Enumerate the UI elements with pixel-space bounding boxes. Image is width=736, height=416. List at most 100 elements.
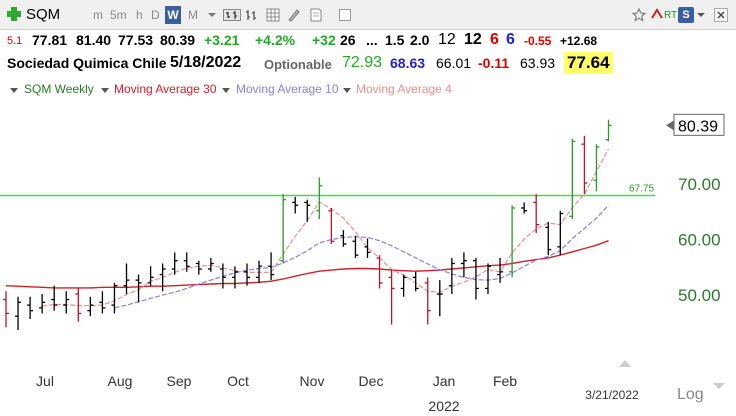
ohlc-bar (159, 263, 166, 292)
favorite-star-icon[interactable] (632, 8, 646, 22)
ohlc-bar (448, 257, 455, 294)
x-tick-label: Sep (167, 373, 192, 389)
ohlc-bar (244, 263, 250, 286)
quote-prefix: 5.1 (7, 35, 23, 47)
symbol-input[interactable]: SQM (26, 6, 61, 23)
quote-value-4: 2.0 (410, 32, 430, 48)
x-tick-label: Feb (493, 373, 517, 389)
bar-chart-icon[interactable] (245, 8, 259, 22)
ohlc-bar (256, 260, 263, 283)
x-tick-label: Jul (36, 373, 54, 389)
ma10-line (114, 204, 609, 309)
y-tick-label: 50.00 (678, 286, 721, 305)
quote-value-2: 26 (340, 32, 356, 48)
quote-value-6: 12 (464, 31, 482, 48)
s-button[interactable]: S (678, 7, 694, 23)
ma30-line (5, 240, 609, 289)
quote-value-10: +12.68 (560, 34, 598, 48)
chevron-down-icon[interactable] (101, 87, 109, 95)
log-toggle[interactable]: Log (677, 386, 704, 403)
x-tick-label: Oct (227, 373, 249, 389)
ohlc-bar (292, 196, 299, 214)
chevron-down-icon[interactable] (694, 8, 708, 22)
quote-high: 81.40 (76, 32, 112, 48)
quote-value-b: 68.63 (390, 55, 426, 71)
ohlc-bar (135, 274, 142, 303)
quote-value-f: 77.64 (564, 52, 613, 74)
chart-type-icon[interactable] (223, 8, 241, 22)
ohlc-bar (268, 252, 275, 281)
quote-value-3: 1.5 (385, 32, 405, 48)
period-week-active[interactable]: W (165, 6, 181, 24)
draw-tool-icon[interactable] (287, 8, 301, 22)
quote-change: +3.21 (204, 32, 240, 48)
quote-value-e: 63.93 (520, 55, 556, 71)
period-hour[interactable]: h (136, 8, 143, 22)
quote-date: 5/18/2022 (170, 54, 242, 71)
chevron-down-icon[interactable] (343, 87, 351, 95)
add-symbol-icon[interactable] (6, 6, 22, 22)
optionable-label: Optionable (264, 57, 332, 72)
x-tick-label: Aug (108, 373, 133, 389)
ohlc-bar (147, 266, 154, 286)
legend-ma10: Moving Average 10 (236, 82, 339, 96)
grid-icon[interactable] (266, 8, 280, 22)
chevron-down-icon[interactable] (222, 87, 230, 95)
quote-dots: ... (366, 32, 378, 48)
quote-value-1: +32 (312, 32, 336, 48)
quote-value-7: 6 (490, 31, 499, 48)
quote-value-a: 72.93 (342, 54, 383, 71)
alert-icon[interactable] (650, 8, 664, 22)
ohlc-bar (183, 252, 190, 272)
x-tick-label: Jan (433, 373, 456, 389)
checkbox-icon[interactable] (338, 8, 352, 22)
quote-value-c: 66.01 (436, 55, 472, 71)
scroll-up-icon[interactable] (619, 360, 631, 367)
company-name: Sociedad Quimica Chile (7, 55, 167, 71)
ohlc-bar (27, 296, 34, 319)
ohlc-bar (316, 177, 323, 220)
ohlc-bar (436, 280, 443, 317)
quote-value-8: 6 (506, 31, 515, 48)
quote-change-pct: +4.2% (255, 32, 296, 48)
ohlc-bar (509, 205, 516, 278)
legend-symbol: SQM Weekly (24, 82, 94, 96)
ohlc-bar (99, 291, 106, 314)
ohlc-bar (497, 257, 504, 283)
period-day[interactable]: D (151, 8, 160, 22)
ohlc-bar (593, 144, 600, 192)
x-tick-label: Nov (300, 373, 325, 389)
year-label: 2022 (428, 398, 459, 414)
ohlc-bar (3, 291, 9, 328)
ohlc-bar (485, 263, 491, 294)
ohlc-bar (171, 252, 178, 275)
ohlc-bar (111, 282, 118, 314)
ohlc-bar (195, 260, 202, 275)
ohlc-bar (605, 119, 612, 142)
quote-close: 80.39 (160, 32, 196, 48)
chevron-down-icon[interactable] (10, 87, 18, 95)
ohlc-bar (376, 255, 383, 289)
period-5-minute[interactable]: 5m (110, 8, 127, 22)
period-month[interactable]: M (188, 8, 198, 22)
last-price-label: 80.39 (678, 118, 718, 135)
ohlc-bar (581, 135, 588, 195)
close-icon[interactable] (714, 8, 728, 22)
ohlc-bar (231, 266, 238, 289)
legend-ma30: Moving Average 30 (114, 82, 217, 96)
chevron-down-icon[interactable] (205, 8, 219, 22)
toolbar: SQM m 5m h D W M RT S (0, 0, 736, 30)
ohlc-bar (545, 221, 552, 256)
rt-indicator: RT (664, 10, 678, 21)
note-icon[interactable] (309, 8, 323, 22)
last-price-pointer (666, 120, 674, 131)
scroll-down-icon[interactable] (713, 383, 725, 389)
quote-low: 77.53 (118, 32, 154, 48)
period-minute[interactable]: m (93, 8, 103, 22)
quote-row-2: Sociedad Quimica Chile 5/18/2022 Optiona… (0, 52, 736, 76)
chart-date-label: 3/21/2022 (585, 388, 639, 402)
ohlc-bar (63, 291, 70, 314)
ohlc-bar (280, 194, 287, 264)
y-tick-label: 70.00 (678, 175, 721, 194)
